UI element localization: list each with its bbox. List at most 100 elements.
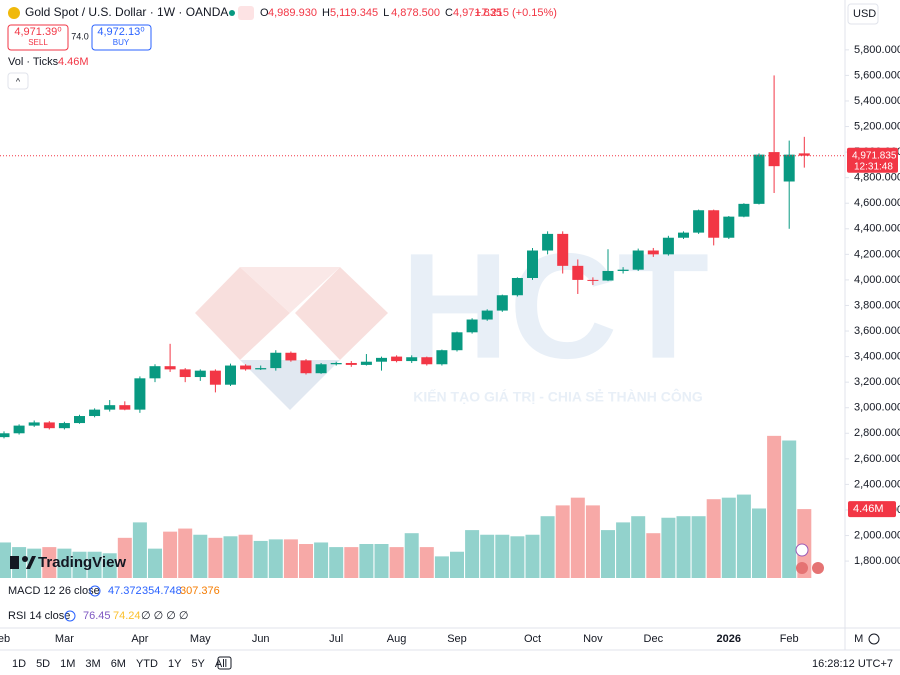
event-icon[interactable] — [812, 562, 824, 574]
volume-bar — [283, 539, 298, 578]
candle-body — [421, 357, 433, 365]
settings-icon[interactable] — [868, 633, 880, 645]
buy-label[interactable]: BUY — [113, 38, 130, 47]
logo-shape — [240, 267, 340, 313]
buy-price[interactable]: 4,972.13⁰ — [97, 26, 145, 38]
y-tick-label: 2,400.000 — [854, 478, 900, 490]
candle-body — [119, 405, 131, 410]
volume-bar — [389, 547, 404, 578]
candle-body — [602, 270, 614, 281]
range-button[interactable]: All — [215, 658, 227, 670]
range-button[interactable]: 1Y — [168, 658, 182, 670]
volume-bar — [419, 547, 434, 578]
candle-body — [496, 295, 508, 311]
volume-bar — [178, 528, 193, 578]
volume-bar — [585, 505, 600, 578]
rsi-name: RSI 14 close — [8, 610, 70, 622]
volume-bar — [12, 547, 27, 578]
event-icon[interactable] — [796, 562, 808, 574]
macd-value: 307.376 — [180, 585, 220, 597]
candle-body — [330, 362, 342, 365]
volume-bar — [344, 547, 359, 578]
x-tick-label: Sep — [447, 633, 467, 645]
symbol-title: Gold Spot / U.S. Dollar · 1W · OANDA — [25, 5, 228, 19]
range-button[interactable]: 3M — [85, 658, 100, 670]
candle-body — [255, 368, 267, 370]
volume-bar — [27, 548, 42, 578]
tv-logo — [26, 556, 36, 569]
macd-icon[interactable] — [89, 585, 101, 597]
y-tick-label: 4,000.000 — [854, 274, 900, 286]
y-tick-label: 2,600.000 — [854, 453, 900, 465]
status-icon — [238, 6, 254, 20]
volume-bar — [691, 516, 706, 578]
symbol-icon — [8, 7, 20, 19]
volume-bar — [646, 533, 661, 578]
candle-body — [617, 269, 629, 271]
range-button[interactable]: 1M — [60, 658, 75, 670]
y-tick-label: 4,400.000 — [854, 223, 900, 235]
ohlc-label: O — [260, 7, 269, 19]
x-tick-label: Dec — [644, 633, 664, 645]
candle-body — [768, 152, 780, 167]
volume-bar — [208, 537, 223, 578]
plot: 1,800.0002,000.0002,200.0002,400.0002,60… — [0, 44, 900, 645]
collapse-icon[interactable]: ^ — [16, 76, 21, 86]
y-tick-label: 3,600.000 — [854, 325, 900, 337]
status-dot — [229, 10, 235, 16]
volume-bar — [721, 497, 736, 578]
volume-bar — [268, 539, 283, 578]
candle-body — [179, 369, 191, 378]
candle-body — [708, 210, 720, 238]
buy-button[interactable] — [91, 24, 152, 51]
volume-bar — [253, 540, 268, 578]
currency-button[interactable] — [847, 3, 879, 25]
range-toolbar: 1D 5D 1M 3M 6M YTD 1Y 5Y All — [12, 658, 227, 670]
y-tick-label: 5,800.000 — [854, 44, 900, 56]
volume-bar — [676, 516, 691, 578]
candle-body — [13, 425, 25, 434]
ohlc-value: 4,878.500 — [391, 7, 440, 19]
range-button[interactable]: YTD — [136, 658, 158, 670]
y-tick-label: 1,800.000 — [854, 555, 900, 567]
x-tick-label: Mar — [55, 633, 74, 645]
macd-name: MACD 12 26 close — [8, 585, 100, 597]
y-tick-label: 3,800.000 — [854, 299, 900, 311]
currency[interactable]: USD — [853, 8, 876, 20]
y-tick-label: 3,200.000 — [854, 376, 900, 388]
volume-bar — [42, 547, 57, 578]
candle-body — [451, 332, 463, 351]
volume-bar — [374, 544, 389, 578]
range-button[interactable]: 6M — [111, 658, 126, 670]
ohlc-label: L — [383, 7, 389, 19]
volume-bar — [495, 534, 510, 578]
volume-bar — [314, 542, 329, 578]
candle-body — [587, 279, 599, 281]
candle-body — [209, 370, 221, 385]
ohlc-value: 5,119.345 — [330, 7, 378, 19]
candle-body — [345, 362, 357, 365]
range-button[interactable]: 5Y — [191, 658, 205, 670]
candle-body — [632, 250, 644, 270]
candle-body — [164, 366, 176, 370]
collapse-button[interactable] — [7, 72, 29, 90]
candle-body — [798, 153, 810, 156]
volume-bar — [148, 548, 162, 578]
ohlc: O 4,989.930 H 5,119.345 L 4,878.500 C 4,971.835 — [260, 7, 502, 19]
candle-body — [360, 361, 372, 365]
sell-price[interactable]: 4,971.39⁰ — [14, 26, 62, 38]
volume-bar — [601, 530, 615, 578]
rsi-icon[interactable] — [64, 610, 76, 622]
date-picker[interactable] — [217, 656, 232, 670]
range-button[interactable]: 5D — [36, 658, 50, 670]
rsi-value: ∅ ∅ ∅ ∅ — [141, 610, 189, 622]
sell-label[interactable]: SELL — [28, 38, 48, 47]
y-tick-label: 3,400.000 — [854, 351, 900, 363]
event-icon[interactable] — [795, 543, 809, 557]
range-button[interactable]: 1D — [12, 658, 26, 670]
candle-body — [134, 378, 146, 410]
candle-body — [194, 370, 206, 378]
sell-button[interactable] — [7, 24, 69, 51]
x-tick-label: Aug — [387, 633, 407, 645]
